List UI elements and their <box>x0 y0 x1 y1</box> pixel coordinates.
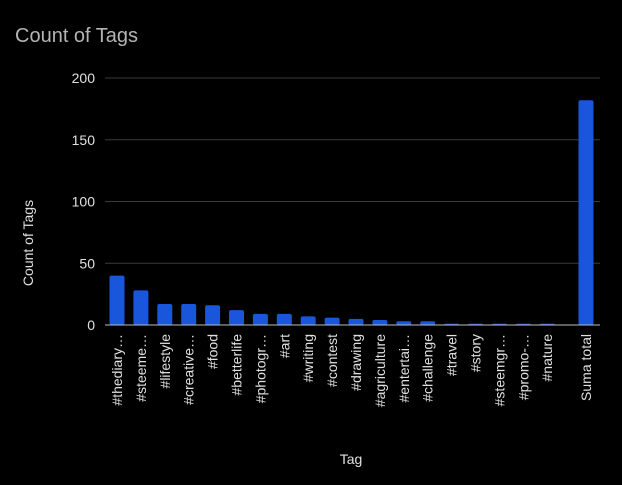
y-tick-label: 50 <box>79 255 95 271</box>
x-tick-label: #steeme… <box>133 334 149 402</box>
x-tick-label: #betterlife <box>229 334 245 396</box>
x-tick-labels: #thediary… #steeme… #lifestyle #creative… #f… <box>109 334 594 407</box>
bar <box>133 290 149 325</box>
bar <box>276 313 292 325</box>
x-tick-label: #story <box>468 334 484 372</box>
bar <box>300 316 316 325</box>
x-tick-label: #writing <box>300 334 316 382</box>
bar <box>205 305 221 325</box>
bar <box>420 321 436 325</box>
bar <box>181 304 197 325</box>
bar <box>348 318 364 325</box>
x-axis-title: Tag <box>340 451 363 467</box>
x-tick-label: #entertai… <box>396 334 412 402</box>
bar <box>324 317 340 325</box>
bar <box>157 304 173 325</box>
bars <box>109 100 594 325</box>
x-tick-label: #drawing <box>348 334 364 391</box>
bar <box>229 310 244 325</box>
bar <box>372 320 388 325</box>
x-tick-label: #nature <box>539 334 555 382</box>
x-tick-label: #lifestyle <box>157 334 173 389</box>
y-tick-label: 0 <box>87 317 95 333</box>
x-tick-label: #promo-… <box>515 334 531 400</box>
x-tick-label: #contest <box>324 334 340 387</box>
y-axis-title: Count of Tags <box>20 200 36 286</box>
y-tick-label: 200 <box>72 70 96 86</box>
x-tick-label: #food <box>205 334 221 369</box>
x-tick-label: #art <box>276 334 292 358</box>
bar <box>396 321 412 325</box>
gridlines <box>105 77 600 264</box>
bar <box>578 100 594 325</box>
y-tick-label: 100 <box>72 194 96 210</box>
bar <box>109 275 125 325</box>
x-tick-label: Suma total <box>578 334 594 401</box>
x-tick-label: #challenge <box>420 334 436 402</box>
x-tick-label: #photogr… <box>252 334 268 403</box>
y-tick-label: 150 <box>72 132 96 148</box>
bar <box>252 313 268 325</box>
x-tick-label: #thediary… <box>109 334 125 406</box>
x-tick-label: #agriculture <box>372 334 388 407</box>
x-tick-label: #steemgr… <box>491 334 507 406</box>
y-tick-labels: 0 50 100 150 200 <box>72 70 96 333</box>
chart-title: Count of Tags <box>15 25 139 47</box>
x-tick-label: #creative… <box>181 334 197 405</box>
x-tick-label: #travel <box>444 334 460 376</box>
